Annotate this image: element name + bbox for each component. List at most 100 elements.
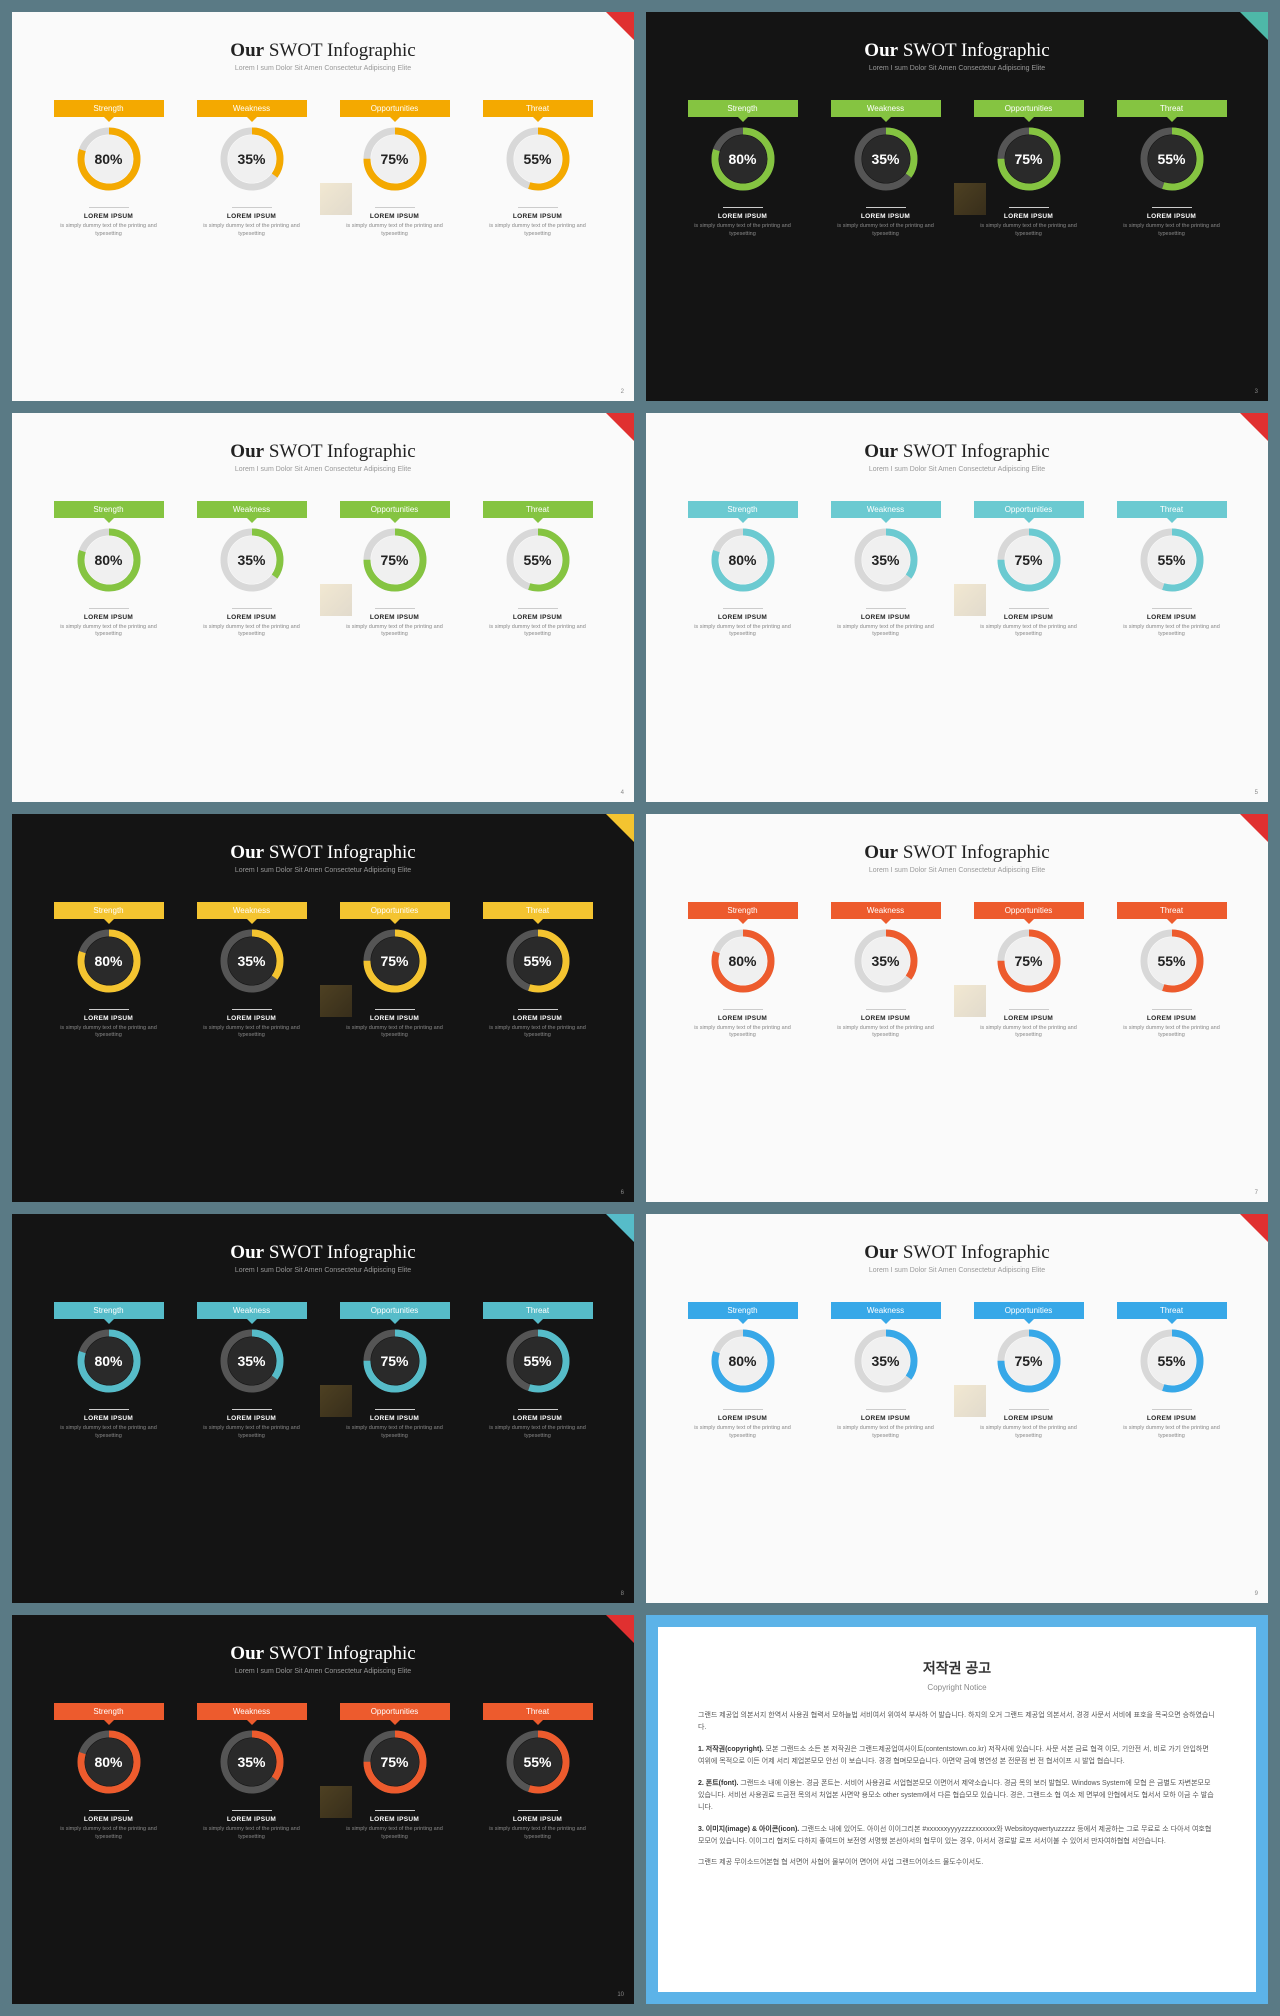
donut-chart: 75% (995, 526, 1063, 594)
slide-title: Our SWOT Infographic (42, 1643, 604, 1665)
slide-subtitle: Lorem I sum Dolor Sit Amen Consectetur A… (676, 867, 1238, 874)
donut-chart: 75% (361, 927, 429, 995)
donut-chart: 35% (218, 526, 286, 594)
donut-chart: 35% (218, 1327, 286, 1395)
category-tab: Opportunities (340, 1703, 450, 1720)
page-number: 3 (1255, 389, 1258, 395)
percentage-value: 75% (380, 1754, 408, 1770)
slide-subtitle: Lorem I sum Dolor Sit Amen Consectetur A… (42, 466, 604, 473)
item-description: is simply dummy text of the printing and… (483, 1826, 593, 1841)
donut-chart: 35% (218, 1728, 286, 1796)
donut-chart: 35% (852, 927, 920, 995)
slide-title: Our SWOT Infographic (42, 1242, 604, 1264)
watermark-icon (320, 1385, 352, 1417)
item-title: LOREM IPSUM (1117, 608, 1227, 621)
item-description: is simply dummy text of the printing and… (483, 1425, 593, 1440)
percentage-value: 80% (94, 953, 122, 969)
item-description: is simply dummy text of the printing and… (1117, 223, 1227, 238)
swot-item: Strength 80% LOREM IPSUM is simply dummy… (688, 100, 798, 238)
category-tab: Strength (54, 902, 164, 919)
donut-chart: 35% (852, 125, 920, 193)
category-tab: Weakness (197, 902, 307, 919)
item-description: is simply dummy text of the printing and… (831, 624, 941, 639)
item-title: LOREM IPSUM (54, 1810, 164, 1823)
slide-subtitle: Lorem I sum Dolor Sit Amen Consectetur A… (676, 466, 1238, 473)
swot-item: Opportunities 75% LOREM IPSUM is simply … (340, 1302, 450, 1440)
swot-item: Weakness 35% LOREM IPSUM is simply dummy… (831, 501, 941, 639)
percentage-value: 55% (523, 953, 551, 969)
percentage-value: 35% (237, 953, 265, 969)
donut-chart: 75% (361, 125, 429, 193)
swot-slide: Our SWOT Infographic Lorem I sum Dolor S… (646, 12, 1268, 401)
category-tab: Threat (1117, 501, 1227, 518)
swot-item: Strength 80% LOREM IPSUM is simply dummy… (54, 501, 164, 639)
swot-item: Opportunities 75% LOREM IPSUM is simply … (340, 1703, 450, 1841)
item-description: is simply dummy text of the printing and… (688, 1025, 798, 1040)
donut-chart: 80% (709, 927, 777, 995)
swot-item: Strength 80% LOREM IPSUM is simply dummy… (54, 1302, 164, 1440)
item-description: is simply dummy text of the printing and… (688, 624, 798, 639)
swot-item: Weakness 35% LOREM IPSUM is simply dummy… (831, 1302, 941, 1440)
item-description: is simply dummy text of the printing and… (197, 1826, 307, 1841)
donut-chart: 80% (75, 1728, 143, 1796)
swot-item: Strength 80% LOREM IPSUM is simply dummy… (54, 100, 164, 238)
donut-chart: 80% (75, 927, 143, 995)
watermark-icon (954, 985, 986, 1017)
corner-accent (606, 12, 634, 40)
percentage-value: 55% (1157, 552, 1185, 568)
donut-chart: 55% (1138, 526, 1206, 594)
item-description: is simply dummy text of the printing and… (831, 1025, 941, 1040)
category-tab: Opportunities (974, 100, 1084, 117)
items-row: Strength 80% LOREM IPSUM is simply dummy… (42, 501, 604, 639)
percentage-value: 80% (94, 1353, 122, 1369)
watermark-icon (954, 1385, 986, 1417)
copyright-subtitle: Copyright Notice (698, 1681, 1216, 1695)
donut-chart: 75% (995, 927, 1063, 995)
copyright-para: 3. 이미지(image) & 아이콘(icon). 그랜드소 내에 있어도. … (698, 1824, 1216, 1848)
items-row: Strength 80% LOREM IPSUM is simply dummy… (42, 100, 604, 238)
swot-item: Threat 55% LOREM IPSUM is simply dummy t… (1117, 1302, 1227, 1440)
swot-slide: Our SWOT Infographic Lorem I sum Dolor S… (646, 814, 1268, 1203)
corner-accent (606, 1214, 634, 1242)
item-title: LOREM IPSUM (831, 207, 941, 220)
corner-accent (1240, 413, 1268, 441)
items-row: Strength 80% LOREM IPSUM is simply dummy… (676, 902, 1238, 1040)
item-description: is simply dummy text of the printing and… (54, 1425, 164, 1440)
category-tab: Weakness (197, 501, 307, 518)
category-tab: Weakness (831, 100, 941, 117)
percentage-value: 75% (380, 1353, 408, 1369)
slide-title: Our SWOT Infographic (676, 40, 1238, 62)
swot-item: Opportunities 75% LOREM IPSUM is simply … (974, 1302, 1084, 1440)
item-title: LOREM IPSUM (483, 1409, 593, 1422)
item-description: is simply dummy text of the printing and… (688, 223, 798, 238)
item-description: is simply dummy text of the printing and… (974, 624, 1084, 639)
swot-slide: Our SWOT Infographic Lorem I sum Dolor S… (646, 413, 1268, 802)
percentage-value: 35% (871, 1353, 899, 1369)
page-number: 10 (617, 1992, 624, 1998)
item-description: is simply dummy text of the printing and… (483, 223, 593, 238)
slide-title: Our SWOT Infographic (42, 40, 604, 62)
percentage-value: 55% (1157, 1353, 1185, 1369)
swot-slide: Our SWOT Infographic Lorem I sum Dolor S… (12, 1615, 634, 2004)
watermark-icon (954, 584, 986, 616)
item-description: is simply dummy text of the printing and… (1117, 1025, 1227, 1040)
item-description: is simply dummy text of the printing and… (340, 223, 450, 238)
slide-subtitle: Lorem I sum Dolor Sit Amen Consectetur A… (42, 867, 604, 874)
item-description: is simply dummy text of the printing and… (340, 1025, 450, 1040)
items-row: Strength 80% LOREM IPSUM is simply dummy… (42, 902, 604, 1040)
item-title: LOREM IPSUM (483, 608, 593, 621)
slide-title: Our SWOT Infographic (676, 842, 1238, 864)
percentage-value: 75% (380, 151, 408, 167)
item-description: is simply dummy text of the printing and… (54, 624, 164, 639)
swot-item: Strength 80% LOREM IPSUM is simply dummy… (54, 902, 164, 1040)
item-title: LOREM IPSUM (688, 1009, 798, 1022)
category-tab: Strength (54, 1703, 164, 1720)
page-number: 8 (621, 1591, 624, 1597)
slide-title: Our SWOT Infographic (676, 1242, 1238, 1264)
swot-item: Threat 55% LOREM IPSUM is simply dummy t… (1117, 501, 1227, 639)
category-tab: Threat (483, 902, 593, 919)
watermark-icon (320, 985, 352, 1017)
item-description: is simply dummy text of the printing and… (483, 624, 593, 639)
donut-chart: 80% (709, 1327, 777, 1395)
swot-slide: Our SWOT Infographic Lorem I sum Dolor S… (646, 1214, 1268, 1603)
